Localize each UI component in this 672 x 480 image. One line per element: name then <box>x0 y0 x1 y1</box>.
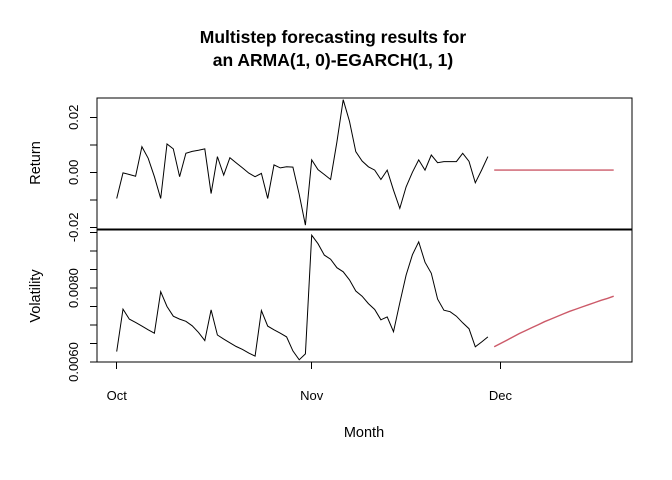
y-tick-label: 0.0080 <box>66 268 81 308</box>
x-tick-label: Oct <box>107 388 128 403</box>
observed-line-volatility <box>116 233 489 361</box>
plot-layer: -0.02 0.00 0.02 0.0060 0.0080 Oct Nov Dec <box>66 97 633 403</box>
y-axis-label-volatility: Volatility <box>28 269 44 323</box>
panel-border-return <box>96 97 633 230</box>
chart-title-line2: an ARMA(1, 0)-EGARCH(1, 1) <box>213 50 453 70</box>
y-tick-label: 0.00 <box>66 160 81 185</box>
x-axis-label-month: Month <box>344 425 384 441</box>
forecast-line-volatility <box>493 295 614 348</box>
panel-border-volatility <box>96 229 633 363</box>
observed-line-return <box>116 99 489 226</box>
x-tick-label: Nov <box>300 388 324 403</box>
x-tick-label: Dec <box>489 388 513 403</box>
chart-title-line1: Multistep forecasting results for <box>200 27 467 47</box>
y-axis-label-return: Return <box>28 141 44 185</box>
y-tick-label: 0.02 <box>66 105 81 130</box>
y-tick-label: -0.02 <box>66 213 81 243</box>
y-tick-label: 0.0060 <box>66 342 81 382</box>
